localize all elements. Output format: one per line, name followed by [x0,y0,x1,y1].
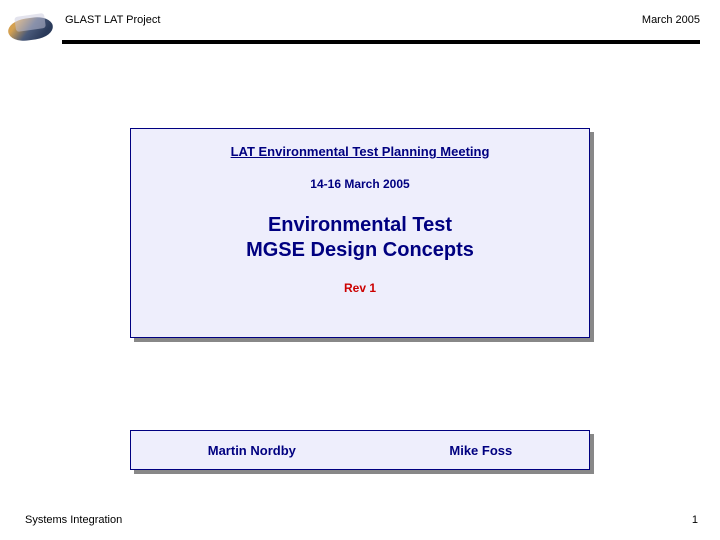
meeting-date: 14-16 March 2005 [149,177,571,191]
title-box: LAT Environmental Test Planning Meeting … [130,128,590,338]
authors-box: Martin Nordby Mike Foss [130,430,590,470]
title-line-1: Environmental Test [268,214,452,236]
page-number: 1 [692,514,698,526]
author-2: Mike Foss [449,443,512,458]
header-divider [62,40,700,44]
revision-label: Rev 1 [149,281,571,295]
project-title: GLAST LAT Project [65,14,160,26]
header-date: March 2005 [642,14,700,26]
footer-left: Systems Integration [25,514,122,526]
project-logo-icon [8,18,58,43]
slide-title: Environmental Test MGSE Design Concepts [149,213,571,263]
title-line-2: MGSE Design Concepts [246,239,474,261]
meeting-title: LAT Environmental Test Planning Meeting [149,144,571,159]
author-1: Martin Nordby [208,443,296,458]
